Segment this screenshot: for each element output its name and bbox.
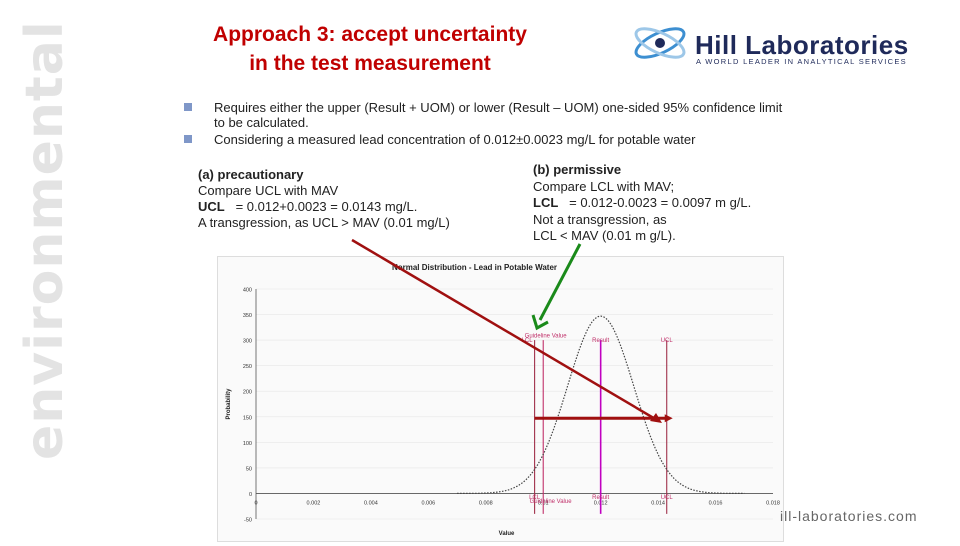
case-b-eq-line: LCL = 0.012-0.0023 = 0.0097 m g/L. xyxy=(533,195,793,212)
y-tick-label: 350 xyxy=(243,313,252,319)
case-b-eq: = 0.012-0.0023 = 0.0097 m g/L. xyxy=(569,195,752,210)
company-logo: Hill Laboratories A WORLD LEADER IN ANAL… xyxy=(630,18,930,68)
x-tick-label: 0.018 xyxy=(766,500,780,506)
case-a-line1: Compare UCL with MAV xyxy=(198,183,339,198)
website-url: ill-laboratories.com xyxy=(780,508,918,524)
case-b-line1: Compare LCL with MAV; xyxy=(533,178,675,194)
top-reference-label: UCL xyxy=(661,338,674,344)
case-b-line3: Not a transgression, as xyxy=(533,211,667,227)
case-b-line4: LCL < MAV (0.01 m g/L). xyxy=(533,228,676,243)
case-a-eq: = 0.012+0.0023 = 0.0143 mg/L. xyxy=(235,199,418,214)
y-tick-label: -50 xyxy=(244,518,252,524)
case-b-block: (b) permissive Compare LCL with MAV; LCL… xyxy=(533,162,793,245)
case-b-label: LCL xyxy=(533,195,559,210)
chart-container: Normal Distribution - Lead in Potable Wa… xyxy=(217,256,784,542)
bullet-text: Considering a measured lead concentratio… xyxy=(214,132,696,147)
case-a-label: UCL xyxy=(198,199,225,214)
bullet-square-icon xyxy=(184,135,192,143)
side-label: environmental xyxy=(15,20,75,460)
top-reference-label: LCL xyxy=(522,338,534,344)
case-b-heading: (b) permissive xyxy=(533,162,622,177)
case-a-line3: A transgression, as UCL > MAV (0.01 mg/L… xyxy=(198,215,450,230)
bottom-reference-label: Result xyxy=(592,495,609,501)
x-tick-label: 0.004 xyxy=(364,500,378,506)
y-tick-label: 200 xyxy=(243,390,252,396)
header-band xyxy=(0,0,960,78)
y-axis-label: Probability xyxy=(226,388,232,420)
bullet-text: Requires either the upper (Result + UOM)… xyxy=(214,100,783,130)
y-tick-label: 100 xyxy=(243,441,252,447)
x-tick-label: 0.008 xyxy=(479,500,493,506)
y-tick-label: 300 xyxy=(243,339,252,345)
x-tick-label: 0.006 xyxy=(421,500,435,506)
bullet-list: Requires either the upper (Result + UOM)… xyxy=(184,100,790,149)
top-reference-label: Result xyxy=(592,338,609,344)
y-tick-label: 0 xyxy=(249,492,252,498)
y-tick-label: 250 xyxy=(243,364,252,370)
case-a-heading: (a) precautionary xyxy=(198,167,304,182)
logo-tagline: A WORLD LEADER IN ANALYTICAL SERVICES xyxy=(696,57,907,66)
slide-title: Approach 3: accept uncertainty in the te… xyxy=(150,20,590,78)
y-tick-label: 150 xyxy=(243,415,252,421)
x-axis-label: Value xyxy=(499,531,515,537)
x-tick-label: 0.014 xyxy=(651,500,665,506)
y-tick-label: 400 xyxy=(243,288,252,294)
distribution-chart: Normal Distribution - Lead in Potable Wa… xyxy=(226,263,780,537)
bullet-square-icon xyxy=(184,103,192,111)
x-tick-label: 0.002 xyxy=(307,500,321,506)
case-a-block: (a) precautionary Compare UCL with MAV U… xyxy=(198,167,518,231)
bottom-reference-label: Guideline Value xyxy=(530,499,573,505)
chart-title: Normal Distribution - Lead in Potable Wa… xyxy=(392,263,557,272)
y-tick-label: 50 xyxy=(246,466,252,472)
bullet-item: Considering a measured lead concentratio… xyxy=(184,132,790,147)
arrowhead-icon xyxy=(664,414,673,423)
bottom-reference-label: UCL xyxy=(661,495,674,501)
case-a-eq-line: UCL = 0.012+0.0023 = 0.0143 mg/L. xyxy=(198,199,518,215)
logo-name: Hill Laboratories xyxy=(695,30,909,60)
title-line-2: in the test measurement xyxy=(249,52,491,75)
bottom-reference-label: LCL xyxy=(529,495,541,501)
title-line-1: Approach 3: accept uncertainty xyxy=(213,23,527,46)
logo-swirl-icon xyxy=(634,27,686,59)
x-tick-label: 0.016 xyxy=(709,500,723,506)
bullet-item: Requires either the upper (Result + UOM)… xyxy=(184,100,790,130)
